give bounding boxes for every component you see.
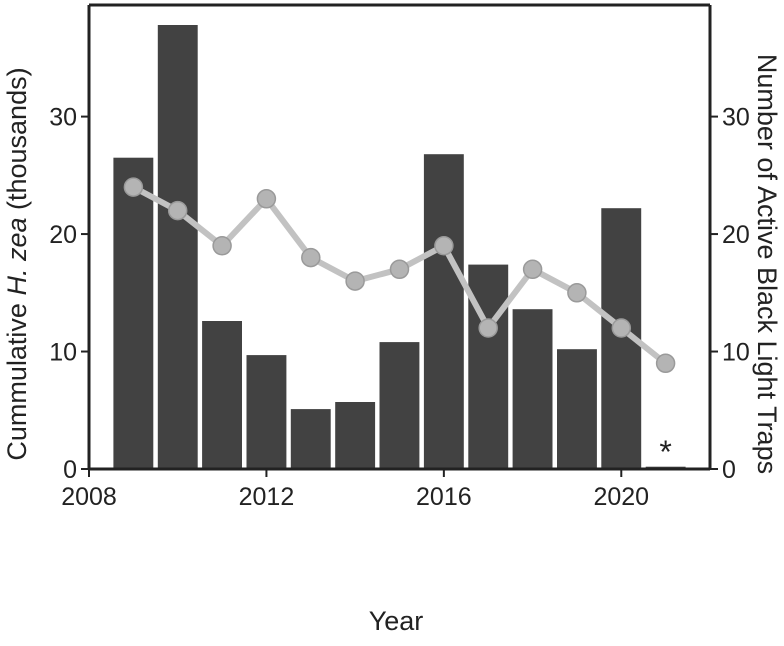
y-right-tick-label-20: 20	[722, 221, 750, 249]
point-2018	[522, 259, 543, 280]
point-2013	[301, 247, 321, 268]
point-2016	[434, 236, 454, 256]
y-left-title-suffix: (thousands)	[2, 67, 32, 217]
bar-2011	[202, 321, 242, 469]
asterisk-annotation: *	[659, 434, 671, 470]
x-tick-label-2008: 2008	[61, 483, 117, 511]
bar-2010	[157, 25, 198, 469]
bar-2013	[290, 409, 331, 469]
point-2020	[611, 318, 632, 338]
bar-2009	[113, 157, 154, 469]
y-left-title-prefix: Cummulative	[2, 296, 32, 461]
point-2015	[389, 259, 410, 280]
bar-2014	[335, 402, 376, 469]
point-2012	[256, 189, 277, 209]
axes-layer	[81, 3, 718, 477]
point-2014	[345, 271, 365, 291]
point-2017	[478, 318, 498, 338]
x-axis-title: Year	[369, 606, 424, 636]
bar-2018	[512, 309, 553, 469]
y-left-tick-label-30: 30	[49, 104, 77, 132]
bar-2019	[557, 349, 597, 469]
bar-2015	[379, 342, 420, 469]
x-tick-label-2016: 2016	[416, 483, 472, 511]
y-right-tick-label-0: 0	[722, 456, 736, 484]
y-right-tick-label-10: 10	[722, 339, 750, 367]
line-layer	[123, 177, 676, 374]
x-tick-label-2012: 2012	[239, 483, 295, 511]
y-axis-left-title: Cummulative H. zea (thousands)	[2, 67, 32, 460]
point-2021	[655, 353, 676, 374]
point-2009	[123, 177, 144, 197]
point-2010	[167, 200, 188, 221]
y-left-tick-label-0: 0	[63, 456, 77, 484]
labels-layer: 2008 2012 2016 2020 0 10 20 30 0 10 20 30 *	[49, 104, 750, 511]
bars-layer	[113, 25, 686, 469]
y-right-tick-label-30: 30	[722, 104, 750, 132]
y-left-title-species: H. zea	[2, 218, 32, 296]
y-axis-right-title: Number of Active Black Light Traps	[752, 54, 782, 474]
x-tick-label-2020: 2020	[593, 483, 649, 511]
y-left-tick-label-10: 10	[49, 339, 77, 367]
bar-2016	[423, 154, 464, 469]
y-left-tick-label-20: 20	[49, 221, 77, 249]
point-2011	[212, 236, 232, 256]
bar-2017	[468, 264, 509, 469]
point-2019	[567, 283, 587, 303]
bar-2012	[246, 355, 287, 469]
